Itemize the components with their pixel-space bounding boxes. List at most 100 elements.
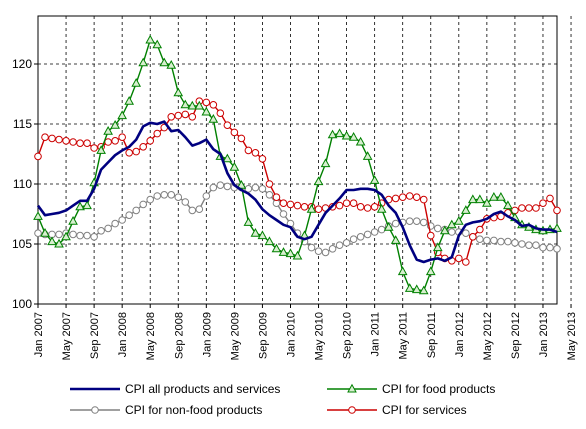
- data-point: [439, 225, 450, 235]
- legend-marker: [347, 383, 357, 393]
- data-point: [432, 242, 443, 252]
- data-point: [55, 230, 63, 239]
- data-point: [202, 98, 211, 107]
- data-point: [426, 231, 435, 240]
- data-point: [194, 100, 205, 110]
- data-point: [265, 191, 274, 199]
- data-point: [41, 133, 49, 141]
- data-point: [412, 193, 421, 201]
- data-point: [187, 100, 198, 110]
- data-point: [272, 193, 281, 201]
- data-point: [244, 185, 253, 193]
- data-point: [467, 194, 478, 204]
- legend-entry-0: CPI all products and services: [70, 382, 280, 396]
- data-point: [327, 129, 338, 139]
- data-point: [174, 111, 183, 120]
- legend-entry-3: CPI for services: [327, 403, 467, 417]
- legend-label: CPI for services: [382, 403, 467, 417]
- data-point: [118, 133, 126, 141]
- data-point: [216, 109, 225, 117]
- data-point: [469, 233, 477, 241]
- x-tick-label: Sep 2011: [426, 312, 438, 358]
- data-point: [153, 129, 162, 138]
- x-tick-label: Jan 2011: [370, 312, 382, 356]
- data-point: [391, 219, 400, 228]
- data-point: [293, 201, 302, 210]
- data-point: [321, 248, 330, 257]
- data-point: [153, 192, 162, 200]
- x-tick-label: May 2010: [314, 312, 326, 360]
- data-point: [490, 236, 498, 245]
- data-point: [313, 176, 324, 186]
- data-point: [447, 228, 456, 236]
- data-point: [518, 240, 526, 248]
- data-point: [328, 245, 337, 253]
- data-point: [40, 227, 50, 237]
- data-point: [405, 192, 414, 200]
- data-point: [125, 149, 133, 157]
- data-point: [139, 200, 148, 209]
- data-point: [405, 217, 414, 225]
- data-point: [104, 224, 112, 233]
- y-tick-label: 110: [13, 177, 32, 191]
- data-point: [237, 134, 246, 143]
- series-layer: [33, 34, 562, 295]
- x-tick-label: May 2009: [229, 312, 241, 360]
- data-point: [306, 203, 317, 213]
- x-tick-label: Jan 2012: [454, 312, 466, 357]
- x-tick-label: May 2013: [566, 312, 578, 360]
- data-point: [251, 183, 260, 192]
- data-point: [483, 236, 491, 245]
- data-point: [376, 203, 387, 213]
- data-point: [69, 138, 77, 146]
- data-point: [356, 233, 365, 241]
- data-point: [362, 151, 373, 160]
- series-0: [36, 120, 558, 264]
- data-point: [160, 191, 169, 199]
- x-tick-label: Jan 2010: [285, 312, 297, 357]
- data-point: [110, 119, 120, 129]
- data-point: [300, 203, 309, 211]
- data-point: [503, 200, 513, 210]
- data-point: [167, 113, 176, 121]
- data-point: [391, 194, 400, 203]
- data-point: [83, 139, 91, 147]
- data-point: [525, 241, 533, 249]
- data-point: [482, 197, 492, 207]
- data-point: [320, 158, 331, 168]
- data-point: [202, 192, 211, 200]
- data-point: [462, 258, 470, 266]
- data-point: [397, 266, 408, 276]
- data-point: [264, 236, 275, 246]
- data-point: [258, 155, 267, 163]
- data-point: [139, 143, 148, 151]
- data-point: [286, 200, 295, 209]
- data-point: [433, 224, 442, 233]
- legend: CPI all products and services CPI for foo…: [70, 382, 495, 417]
- x-axis: Jan 2007 May 2007 Sep 2007 Jan 2008 May 2008…: [33, 304, 578, 360]
- x-tick-label: May 2011: [398, 312, 410, 360]
- legend-entry-2: CPI for non-food products: [70, 403, 262, 417]
- data-point: [349, 199, 358, 207]
- data-point: [250, 227, 261, 237]
- data-point: [539, 199, 547, 207]
- x-tick-label: Jan 2013: [538, 312, 550, 357]
- data-point: [138, 57, 149, 67]
- data-point: [173, 87, 184, 97]
- data-point: [69, 230, 77, 239]
- data-point: [278, 247, 289, 256]
- plot-area: [37, 15, 558, 305]
- y-tick-label: 120: [12, 57, 32, 71]
- data-point: [475, 194, 485, 204]
- data-point: [453, 215, 464, 225]
- data-point: [208, 113, 219, 123]
- data-point: [229, 161, 240, 171]
- legend-marker: [91, 406, 99, 414]
- x-tick-label: Sep 2007: [89, 312, 101, 359]
- data-point: [462, 229, 470, 237]
- data-point: [159, 57, 170, 67]
- data-point: [76, 139, 84, 147]
- data-point: [257, 230, 268, 240]
- data-point: [285, 248, 296, 258]
- data-point: [34, 152, 42, 161]
